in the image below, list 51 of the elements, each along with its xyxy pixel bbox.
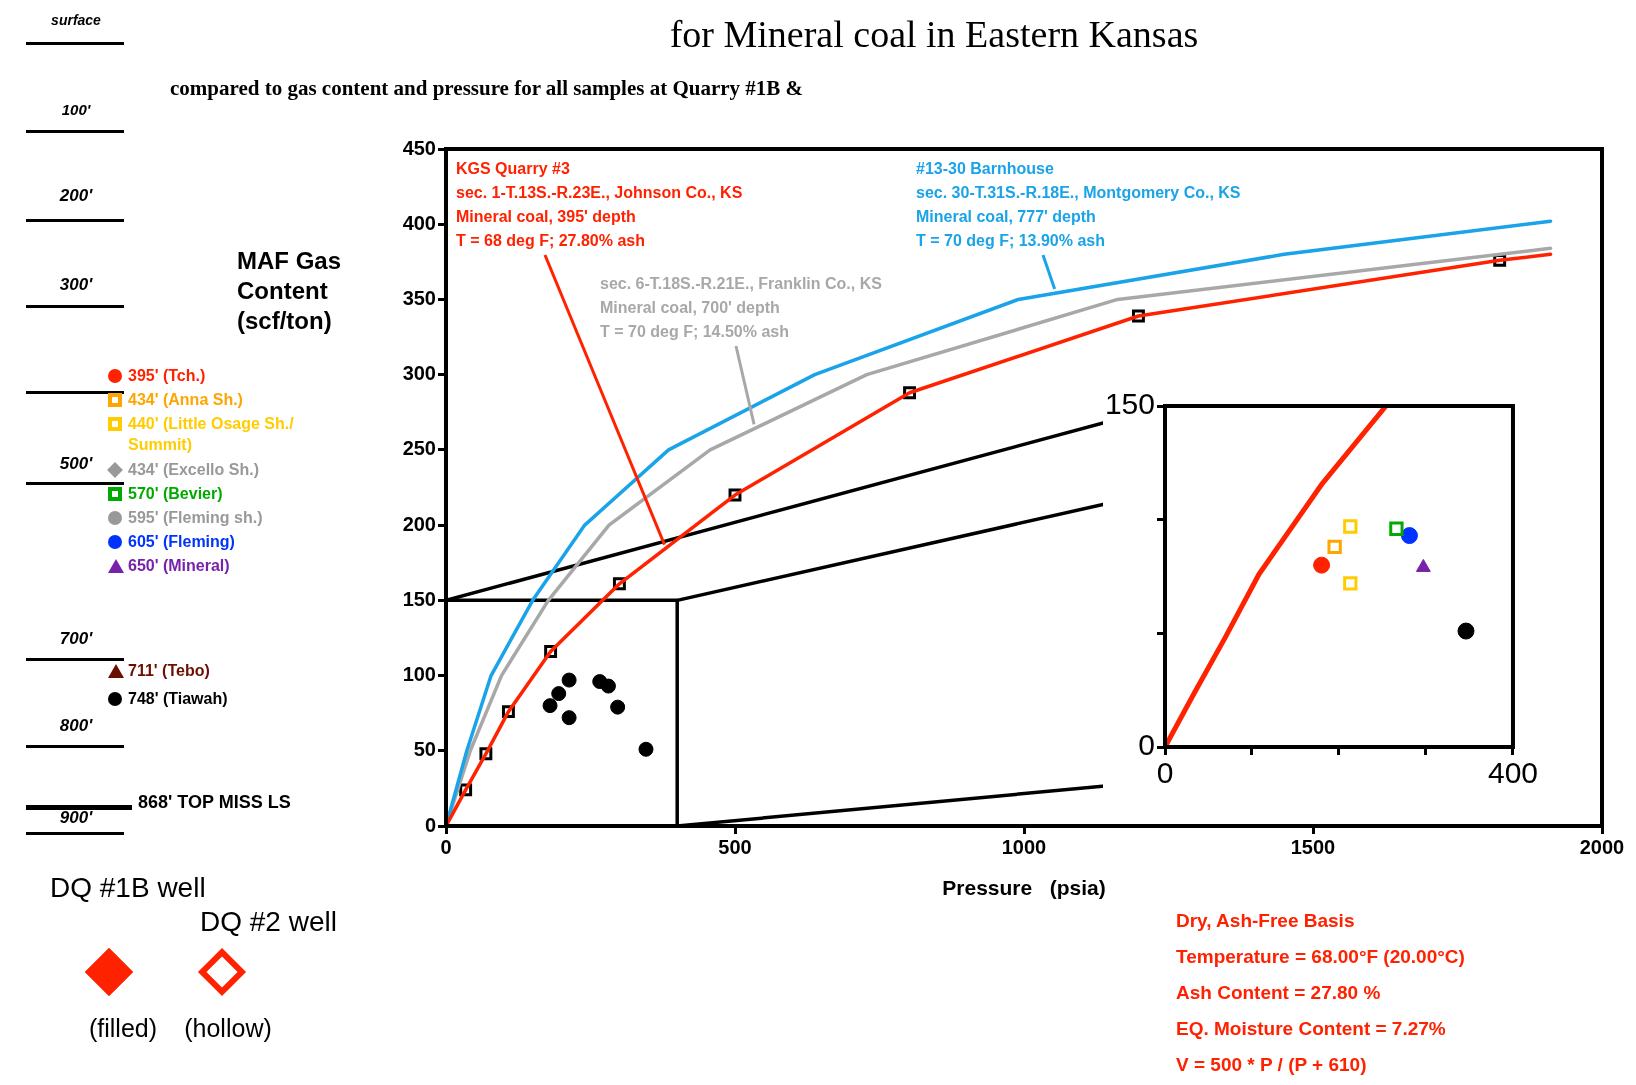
y-tick-label: 0 — [424, 813, 436, 836]
y-tick-label: 250 — [402, 437, 436, 460]
text: EQ. Moisture Content = 7.27% — [1176, 1018, 1446, 1040]
chart-title: for Mineral coal in Eastern Kansas — [669, 12, 1199, 56]
legend-label: 711' (Tebo) — [128, 661, 211, 681]
y-tick-label: 450 — [402, 136, 436, 159]
x-tick-label: 1500 — [1290, 835, 1336, 858]
y-tick-label: 150 — [1104, 387, 1155, 421]
y-tick-label: 100 — [402, 663, 436, 686]
chart-subtitle: compared to gas content and pressure for all samples at Quarry #1B & — [170, 76, 804, 101]
legend-label: 440' (Little Osage Sh./ Summit) — [128, 414, 295, 455]
legend-label: 650' (Mineral) — [128, 556, 231, 576]
text: V = 500 * P / (P + 610) — [1176, 1054, 1367, 1076]
x-tick-label: 500 — [718, 835, 752, 858]
text: 100' — [61, 101, 91, 118]
text: surface — [51, 12, 101, 28]
x-tick-label: 1000 — [1001, 835, 1047, 858]
text: (filled) — [88, 1014, 158, 1043]
text: Ash Content = 27.80 % — [1176, 982, 1381, 1004]
text: Dry, Ash-Free Basis — [1176, 910, 1355, 932]
y-tick-label: 400 — [402, 211, 436, 234]
legend-label: 748' (Tiawah) — [128, 689, 229, 709]
text: (hollow) — [184, 1014, 272, 1043]
y-tick-label: 50 — [413, 738, 436, 761]
text: 700' — [59, 629, 93, 649]
y-tick-label: 300 — [402, 362, 436, 385]
text: 800' — [59, 716, 93, 736]
text: 500' — [59, 454, 93, 474]
y-tick-label: 150 — [402, 587, 436, 610]
legend-label: 395' (Tch.) — [128, 366, 207, 386]
y-tick-label: 200 — [402, 512, 436, 535]
legend-label: 605' (Fleming) — [128, 532, 236, 552]
y-tick-label: 350 — [402, 286, 436, 309]
legend-label: 434' (Anna Sh.) — [128, 390, 244, 410]
annotation: KGS Quarry #3 sec. 1-T.13S.-R.23E., Johnson Co., KS Mineral coal, 395' depth T = 68 deg F; 27.80% ash — [456, 159, 743, 251]
text: Temperature = 68.00°F (20.00°C) — [1176, 946, 1465, 968]
legend-label: 570' (Bevier) — [128, 484, 224, 504]
x-tick-label: 0 — [440, 835, 452, 858]
annotation: #13-30 Barnhouse sec. 30-T.31S.-R.18E., Montgomery Co., KS Mineral coal, 777' depth T = 70 deg F; 13.90% ash — [916, 159, 1241, 251]
text: 868' TOP MISS LS — [138, 792, 291, 813]
text: DQ #1B well — [50, 872, 206, 904]
text: 200' — [59, 186, 93, 206]
legend-label: 434' (Excello Sh.) — [128, 460, 260, 480]
annotation: sec. 6-T.18S.-R.21E., Franklin Co., KS Mineral coal, 700' depth T = 70 deg F; 14.50% ash — [600, 274, 882, 342]
text: 300' — [59, 275, 93, 295]
text: DQ #2 well — [200, 906, 337, 938]
x-axis-title: Pressure (psia) — [942, 876, 1106, 900]
text: 900' — [59, 808, 93, 828]
y-axis-title: MAF Gas Content (scf/ton) — [237, 246, 342, 336]
legend-label: 595' (Fleming sh.) — [128, 508, 264, 528]
x-tick-label: 2000 — [1579, 835, 1625, 858]
